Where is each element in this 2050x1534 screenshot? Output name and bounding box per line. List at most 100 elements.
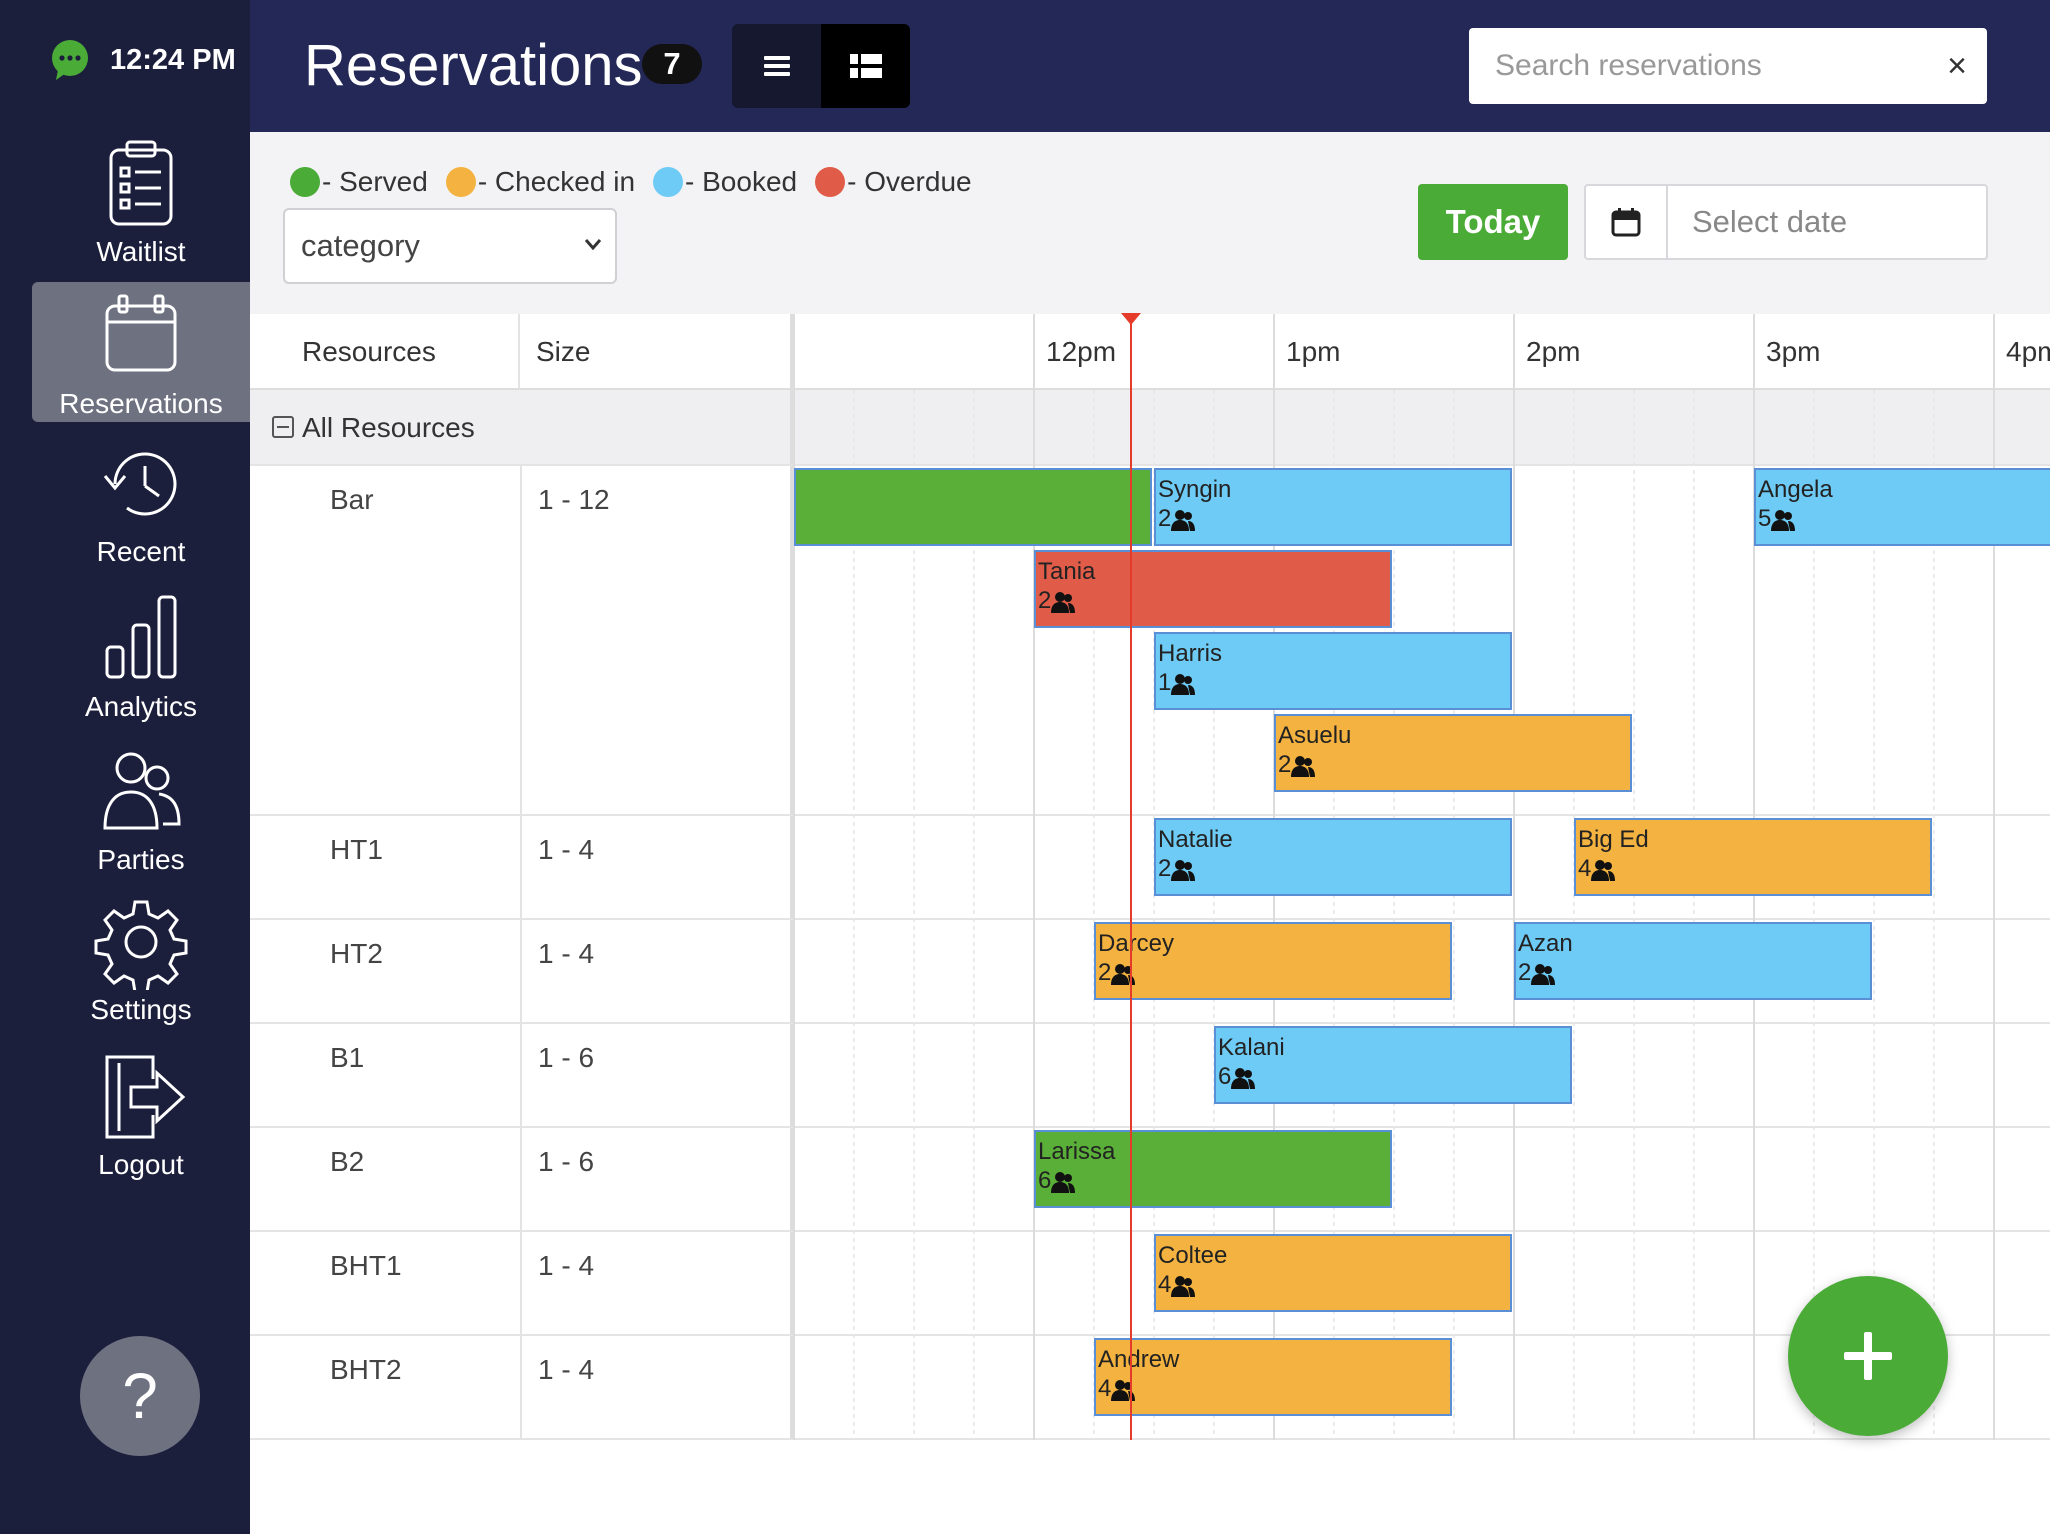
- nav-settings-label: Settings: [90, 994, 192, 1025]
- calendar-button[interactable]: [1586, 186, 1668, 258]
- reservation-andrew[interactable]: Andrew 4: [1094, 1338, 1452, 1416]
- timeline-row-bar[interactable]: [794, 466, 2050, 816]
- all-resources-group[interactable]: All Resources: [250, 390, 794, 466]
- party-size-value: 2: [1038, 587, 1052, 614]
- sidebar: 12:24 PM Waitlist Reservations Recent: [0, 0, 250, 1534]
- all-resources-band: [794, 390, 2050, 466]
- history-icon: [103, 452, 177, 516]
- reservation-syngin[interactable]: Syngin 2: [1154, 468, 1512, 546]
- legend-booked-label: - Booked: [685, 166, 798, 197]
- reservation-tania[interactable]: Tania 2: [1034, 550, 1392, 628]
- party-people-icon: [1171, 859, 1196, 881]
- resource-row-b2: B2 1 - 6: [250, 1128, 794, 1232]
- nav-logout[interactable]: Logout: [32, 1043, 250, 1183]
- reservation-name: Tania: [1038, 558, 1096, 585]
- resource-name: HT2: [330, 938, 383, 969]
- date-input[interactable]: [1668, 186, 1984, 258]
- party-people-icon: [1111, 1379, 1136, 1401]
- column-divider: [520, 466, 522, 814]
- reservation-azan[interactable]: Azan 2: [1514, 922, 1872, 1000]
- reservation-kalani[interactable]: Kalani 6: [1214, 1026, 1572, 1104]
- timeline-view-button[interactable]: [821, 24, 910, 108]
- timeline: 12pm 1pm 2pm 3pm 4pm Syngin 2 Angela 5 Tania 2 Har…: [794, 313, 2050, 1442]
- reservation-name: Darcey: [1098, 930, 1175, 957]
- timeline-row-ht2[interactable]: [794, 920, 2050, 1024]
- timeline-row-b2[interactable]: [794, 1128, 2050, 1232]
- timeline-row-bht2[interactable]: [794, 1336, 2050, 1440]
- reservation-darcey[interactable]: Darcey 2: [1094, 922, 1452, 1000]
- party-size: 2: [1158, 854, 1508, 884]
- nav-waitlist-label: Waitlist: [96, 236, 186, 267]
- add-reservation-button[interactable]: [1788, 1276, 1948, 1436]
- party-size-value: 6: [1218, 1063, 1232, 1090]
- timeline-row-bht1[interactable]: [794, 1232, 2050, 1336]
- resource-name: HT1: [330, 834, 383, 865]
- reservation-asuelu[interactable]: Asuelu 2: [1274, 714, 1632, 792]
- party-size: 6: [1038, 1166, 1388, 1196]
- logout-icon: [105, 1055, 186, 1139]
- reservation-name: Larissa: [1038, 1138, 1116, 1165]
- view-toggle: [732, 24, 910, 108]
- column-divider: [520, 1128, 522, 1230]
- resource-name: BHT2: [330, 1354, 402, 1385]
- reservation-larissa[interactable]: Larissa 6: [1034, 1130, 1392, 1208]
- collapse-icon[interactable]: [272, 415, 294, 438]
- search-input[interactable]: [1469, 28, 1929, 104]
- nav-settings[interactable]: Settings: [32, 888, 250, 1028]
- party-size-value: 1: [1158, 669, 1172, 696]
- party-people-icon: [1051, 591, 1076, 613]
- date-picker: [1584, 184, 1988, 260]
- resource-row-bht1: BHT1 1 - 4: [250, 1232, 794, 1336]
- column-divider: [520, 1336, 522, 1438]
- timeline-row-ht1[interactable]: [794, 816, 2050, 920]
- nav-waitlist[interactable]: Waitlist: [32, 130, 250, 270]
- nav-parties[interactable]: Parties: [32, 738, 250, 878]
- today-button[interactable]: Today: [1418, 184, 1568, 260]
- party-size: 6: [1218, 1062, 1568, 1092]
- people-icon: [103, 752, 181, 830]
- resource-size: 1 - 6: [538, 1042, 595, 1073]
- reservation-served-block[interactable]: [794, 468, 1152, 546]
- reservation-natalie[interactable]: Natalie 2: [1154, 818, 1512, 896]
- reservation-name: Harris: [1158, 640, 1222, 667]
- nav-analytics[interactable]: Analytics: [32, 585, 250, 725]
- nav-parties-label: Parties: [97, 844, 185, 875]
- resource-row-b1: B1 1 - 6: [250, 1024, 794, 1128]
- party-size-value: 4: [1578, 855, 1592, 882]
- party-size-value: 5: [1758, 505, 1772, 532]
- list-icon: [763, 56, 790, 76]
- nav-logout-label: Logout: [98, 1149, 184, 1180]
- party-size-value: 4: [1098, 1375, 1112, 1402]
- category-select[interactable]: category: [283, 208, 617, 284]
- clear-search-button[interactable]: ×: [1947, 47, 1967, 85]
- resource-name: B2: [330, 1146, 365, 1177]
- page-title: Reservations: [304, 33, 643, 98]
- party-size-value: 4: [1158, 1271, 1172, 1298]
- resource-size: 1 - 4: [538, 1354, 595, 1385]
- plus-icon: [1844, 1332, 1892, 1380]
- party-size-value: 2: [1278, 751, 1292, 778]
- reservation-name: Asuelu: [1278, 722, 1352, 749]
- reservation-name: Azan: [1518, 930, 1573, 957]
- nav-analytics-label: Analytics: [84, 691, 198, 722]
- reservation-angela[interactable]: Angela 5: [1754, 468, 2050, 546]
- legend-overdue: - Overdue: [815, 166, 972, 198]
- timeline-row-b1[interactable]: [794, 1024, 2050, 1128]
- overdue-dot-icon: [815, 167, 846, 197]
- reservation-harris[interactable]: Harris 1: [1154, 632, 1512, 710]
- nav-reservations[interactable]: Reservations: [32, 282, 250, 422]
- resource-size: 1 - 4: [538, 1250, 595, 1281]
- reservation-coltee[interactable]: Coltee 4: [1154, 1234, 1512, 1312]
- bar-chart-icon: [105, 595, 177, 679]
- category-select-value: category: [301, 228, 420, 263]
- resource-size: 1 - 6: [538, 1146, 595, 1177]
- help-button[interactable]: ?: [80, 1336, 200, 1456]
- calendar-icon: [105, 294, 177, 372]
- nav-recent[interactable]: Recent: [32, 430, 250, 570]
- legend-served: - Served: [290, 166, 428, 198]
- party-people-icon: [1591, 859, 1616, 881]
- reservation-big-ed[interactable]: Big Ed 4: [1574, 818, 1932, 896]
- party-people-icon: [1171, 509, 1196, 531]
- list-view-button[interactable]: [732, 24, 821, 108]
- party-size: 5: [1758, 504, 2050, 534]
